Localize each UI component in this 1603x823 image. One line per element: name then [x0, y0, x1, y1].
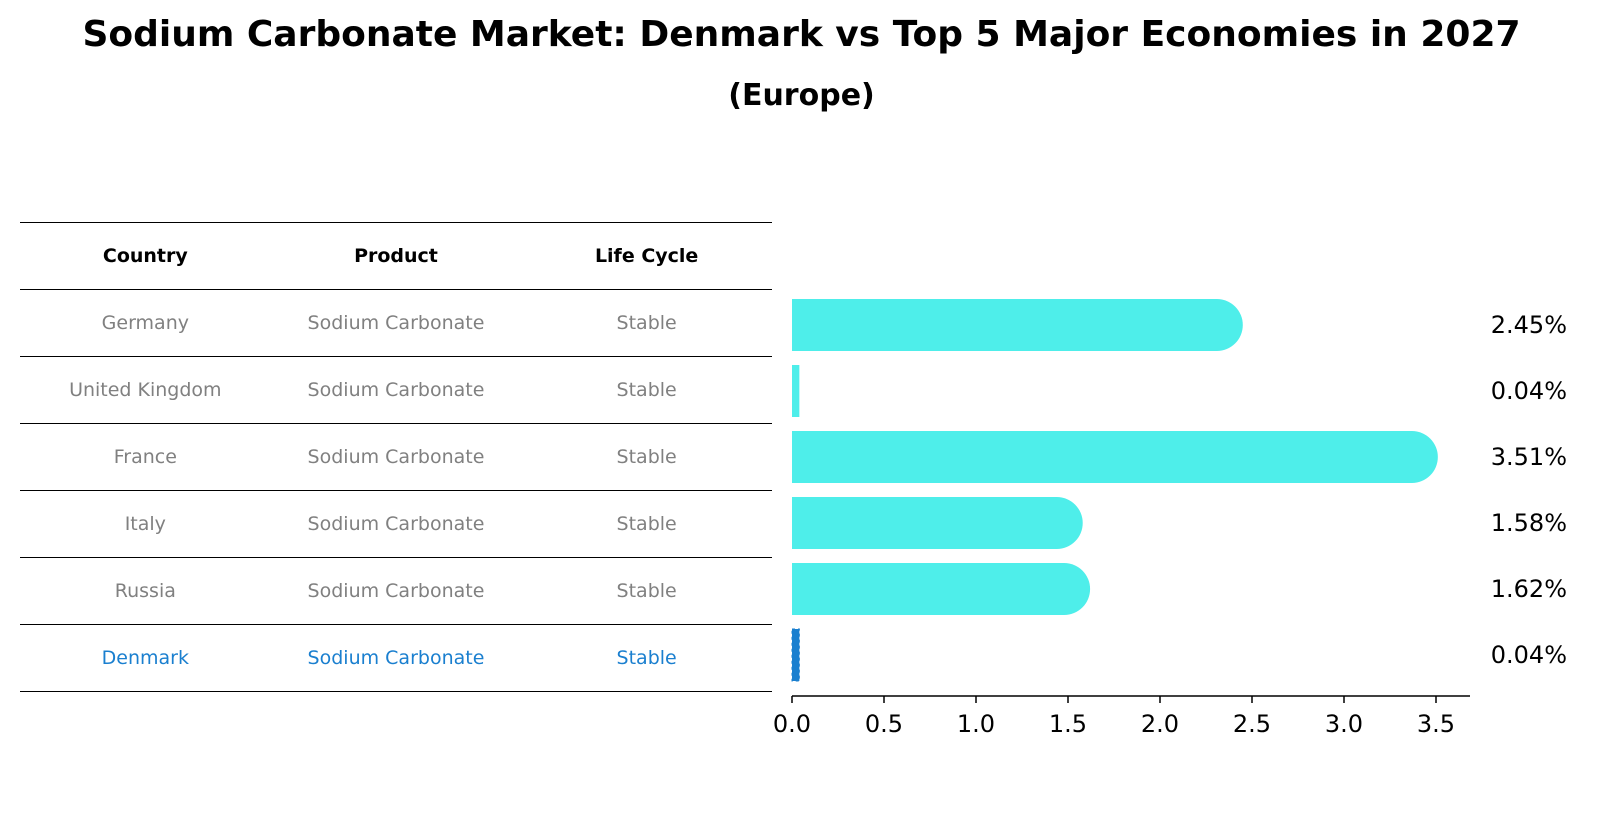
table-row: Italy Sodium Carbonate Stable	[20, 490, 772, 557]
life-cycle-cell: Stable	[616, 580, 677, 602]
country-cell: Denmark	[101, 647, 189, 669]
chart-title: Sodium Carbonate Market: Denmark vs Top …	[82, 14, 1521, 55]
product-cell: Sodium Carbonate	[307, 379, 485, 401]
product-cell: Sodium Carbonate	[307, 513, 485, 535]
product-cell: Sodium Carbonate	[307, 446, 485, 468]
table-row: France Sodium Carbonate Stable	[20, 423, 772, 490]
value-label: 0.04%	[1491, 377, 1567, 405]
bar-germany	[792, 299, 1243, 351]
header-product: Product	[354, 245, 438, 267]
header-life-cycle: Life Cycle	[594, 245, 699, 267]
country-cell: France	[113, 446, 177, 468]
x-tick-label: 3.0	[1325, 710, 1363, 738]
table-row: United Kingdom Sodium Carbonate Stable	[20, 356, 772, 423]
value-label: 0.04%	[1491, 641, 1567, 669]
table-row: Russia Sodium Carbonate Stable	[20, 557, 772, 624]
x-tick-label: 0.5	[865, 710, 903, 738]
product-cell: Sodium Carbonate	[307, 647, 485, 669]
x-tick-label: 3.5	[1417, 710, 1455, 738]
header-country: Country	[102, 245, 188, 267]
data-table: Country Product Life Cycle Germany Sodiu…	[20, 222, 772, 692]
life-cycle-cell: Stable	[616, 647, 677, 669]
bar-united-kingdom	[792, 365, 800, 417]
country-cell: Germany	[101, 312, 189, 334]
life-cycle-cell: Stable	[616, 446, 677, 468]
product-cell: Sodium Carbonate	[307, 580, 485, 602]
chart-subtitle: (Europe)	[728, 78, 875, 113]
table-row: Germany Sodium Carbonate Stable	[20, 289, 772, 356]
table-header-row: Country Product Life Cycle	[20, 222, 772, 289]
life-cycle-cell: Stable	[616, 312, 677, 334]
value-label: 3.51%	[1491, 443, 1567, 471]
x-tick-label: 2.0	[1141, 710, 1179, 738]
value-label: 2.45%	[1491, 311, 1567, 339]
country-cell: Italy	[124, 513, 166, 535]
x-tick-label: 1.0	[957, 710, 995, 738]
x-tick-label: 1.5	[1049, 710, 1087, 738]
product-cell: Sodium Carbonate	[307, 312, 485, 334]
x-tick-label: 0.0	[773, 710, 811, 738]
bar-france	[792, 431, 1438, 483]
x-tick-label: 2.5	[1233, 710, 1271, 738]
bar-italy	[792, 497, 1083, 549]
value-label: 1.58%	[1491, 509, 1567, 537]
value-label: 1.62%	[1491, 575, 1567, 603]
life-cycle-cell: Stable	[616, 513, 677, 535]
life-cycle-cell: Stable	[616, 379, 677, 401]
country-cell: United Kingdom	[69, 379, 222, 401]
bar-russia	[792, 563, 1091, 615]
table-row-highlighted: Denmark Sodium Carbonate Stable	[20, 624, 772, 692]
bar-denmark	[791, 628, 800, 682]
country-cell: Russia	[114, 580, 176, 602]
